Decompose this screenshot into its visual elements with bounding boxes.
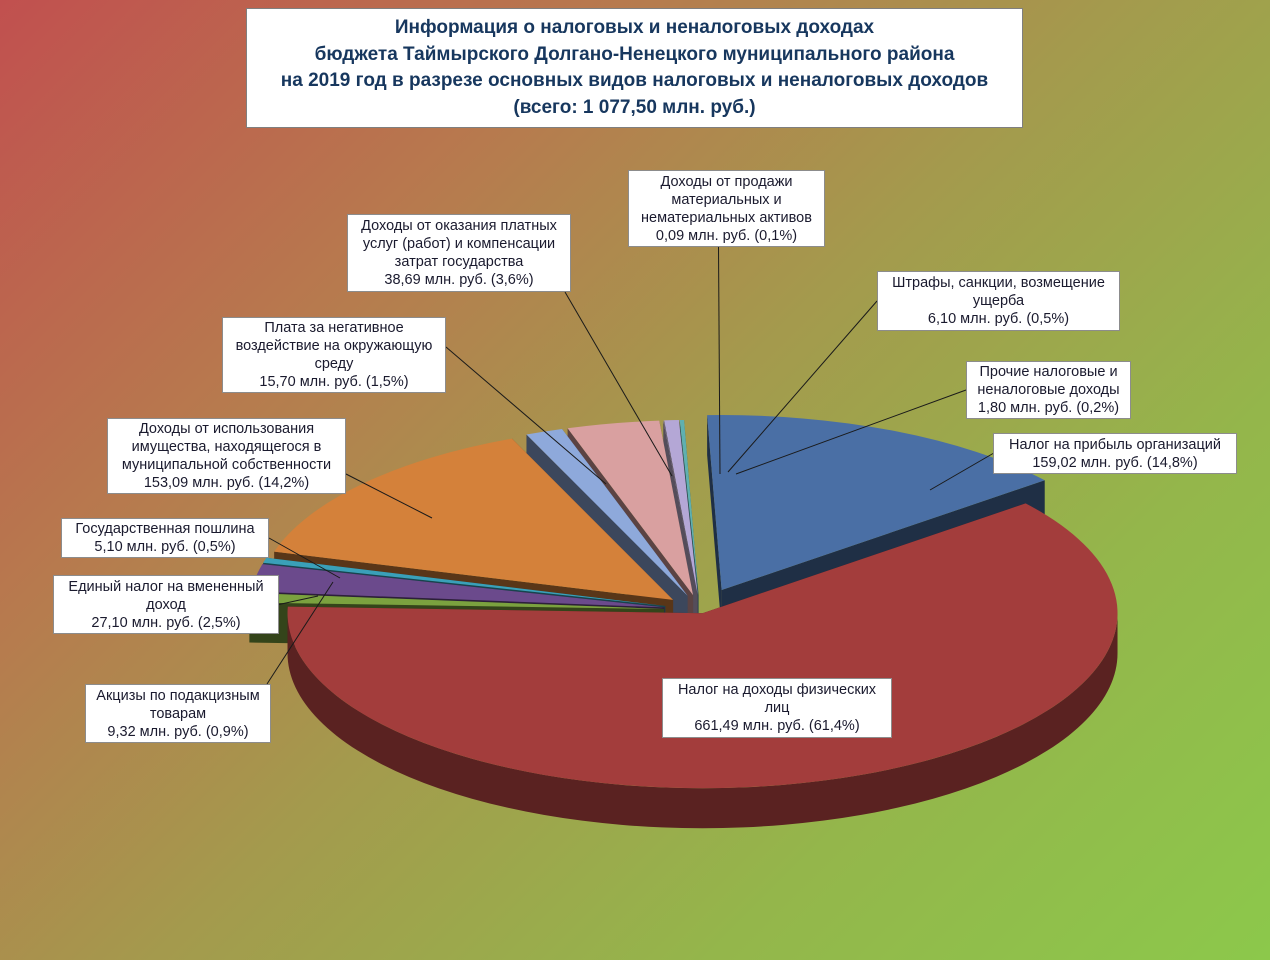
leader-line-profit (929, 453, 994, 491)
data-label-profit: Налог на прибыль организаций 159,02 млн. … (993, 433, 1237, 474)
data-label-fines: Штрафы, санкции, возмещение ущерба 6,10 мл… (877, 271, 1120, 331)
data-label-envd-line: 27,10 млн. руб. (2,5%) (91, 614, 241, 631)
data-label-services-line: Доходы от оказания платных (361, 218, 557, 234)
slice-fines (664, 420, 698, 595)
leader-line-envd (278, 595, 319, 605)
slice-duty (263, 557, 666, 607)
data-label-profit-line: 159,02 млн. руб. (14,8%) (1032, 454, 1198, 471)
slice-environment (526, 428, 688, 596)
data-label-excise-line: товарам (149, 705, 207, 722)
data-label-ndfl-line: Налог на доходы физических (677, 682, 877, 698)
data-label-ndfl-line: 661,49 млн. руб. (61,4%) (694, 718, 860, 734)
slice-rim-ndfl (287, 613, 1118, 829)
chart-title-line-1: Информация о налоговых и неналоговых дох… (394, 17, 875, 38)
data-label-environment-line: 15,70 млн. руб. (1,5%) (259, 374, 409, 390)
data-label-other: Прочие налоговые и неналоговые доходы 1,80… (966, 361, 1131, 419)
leader-line-duty (268, 537, 341, 579)
data-label-envd: Единый налог на вмененный доход 27,10 млн.… (53, 575, 279, 634)
data-label-services: Доходы от оказания платных услуг (работ) … (347, 214, 571, 292)
leader-line-excise (266, 581, 334, 685)
leader-line-services (564, 291, 673, 477)
data-label-other-line: 1,80 млн. руб. (0,2%) (977, 400, 1120, 416)
data-label-other-line: неналоговые доходы (977, 382, 1120, 398)
leader-line-other (735, 389, 967, 475)
data-label-profit-line: Налог на прибыль организаций (1009, 436, 1221, 453)
slice-ndfl (287, 503, 1118, 789)
data-label-envd-line: доход (146, 596, 186, 613)
data-label-excise-line: Акцизы по подакцизным (96, 687, 260, 704)
slice-excise (249, 593, 665, 610)
slice-services (567, 420, 694, 596)
slice-envd (251, 564, 665, 608)
data-label-excise: Акцизы по подакцизным товарам 9,32 млн. ру… (85, 684, 271, 743)
data-label-assets_sale: Доходы от продажи материальных и нематериа… (628, 170, 825, 247)
data-label-excise-line: 9,32 млн. руб. (0,9%) (107, 723, 249, 740)
data-label-envd-line: Единый налог на вмененный (68, 578, 264, 595)
data-label-duty-line: 5,10 млн. руб. (0,5%) (94, 539, 236, 555)
chart-title-line-2: бюджета Таймырского Долгано-Ненецкого му… (314, 43, 955, 65)
data-label-services-line: услуг (работ) и компенсации (362, 236, 556, 252)
data-label-ndfl: Налог на доходы физических лиц 661,49 млн.… (662, 678, 892, 738)
data-label-assets_sale-line: нематериальных активов (641, 209, 812, 226)
data-label-property: Доходы от использования имущества, находя… (107, 418, 346, 494)
data-label-property-line: 153,09 млн. руб. (14,2%) (143, 475, 310, 491)
data-label-services-line: затрат государства (394, 254, 524, 270)
data-label-property-line: имущества, находящегося в (131, 439, 322, 455)
data-label-environment: Плата за негативное воздействие на окружа… (222, 317, 446, 393)
data-label-environment-line: воздействие на окружающую (235, 338, 433, 354)
data-label-fines-line: ущерба (972, 293, 1025, 309)
data-label-property-line: Доходы от использования (138, 421, 315, 437)
leader-line-environment (445, 346, 607, 485)
chart-title-line-4: (всего: 1 077,50 млн. руб.) (513, 96, 756, 118)
leader-line-property (345, 473, 433, 519)
slice-assets_sale (663, 420, 698, 595)
data-label-duty: Государственная пошлина 5,10 млн. руб. (0… (61, 518, 269, 558)
data-label-duty-line: Государственная пошлина (75, 521, 255, 537)
data-label-assets_sale-line: материальных и (671, 191, 782, 208)
data-label-fines-line: Штрафы, санкции, возмещение (892, 275, 1105, 291)
slice-profit (707, 415, 1045, 591)
data-label-services-line: 38,69 млн. руб. (3,6%) (384, 272, 534, 288)
slice-property (274, 438, 674, 600)
data-label-environment-line: Плата за негативное (264, 320, 404, 336)
data-label-ndfl-line: лиц (764, 700, 790, 716)
data-label-property-line: муниципальной собственности (121, 457, 332, 473)
leader-line-fines (727, 300, 878, 473)
chart-title: Информация о налоговых и неналоговых дох… (246, 8, 1023, 128)
data-label-environment-line: среду (314, 356, 354, 372)
chart-title-line-3: на 2019 год в разрезе основных видов нал… (280, 70, 989, 91)
slice-wall-profit-0 (707, 415, 722, 631)
data-label-other-line: Прочие налоговые и (979, 364, 1118, 380)
leader-line-assets_sale (718, 246, 721, 475)
slice-other (679, 419, 699, 595)
data-label-fines-line: 6,10 млн. руб. (0,5%) (927, 311, 1070, 327)
data-label-assets_sale-line: Доходы от продажи (660, 173, 793, 190)
data-label-assets_sale-line: 0,09 млн. руб. (0,1%) (655, 227, 798, 244)
